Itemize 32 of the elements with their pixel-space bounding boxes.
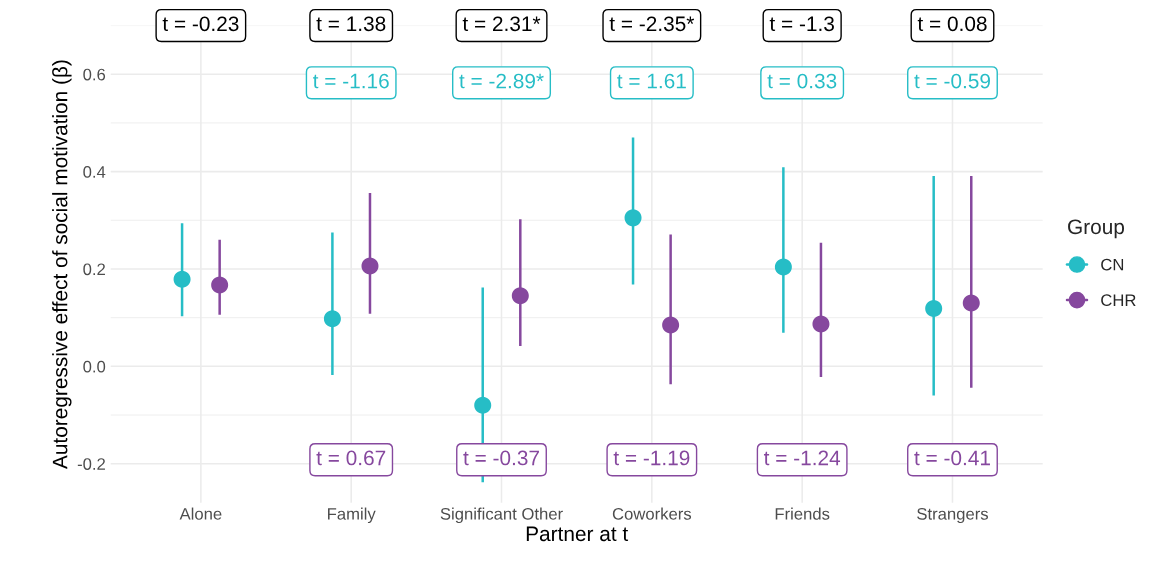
annotation: t = -0.59	[914, 73, 990, 89]
y-tick-label: 0.2	[83, 263, 105, 276]
y-tick-label: 0.4	[83, 166, 106, 178]
annotation: t = -1.16	[313, 73, 389, 89]
y-tick-label: -0.2	[77, 458, 105, 470]
x-tick-label: Friends	[775, 507, 830, 520]
annotation: t = -0.41	[914, 450, 990, 466]
annotation: t = 1.61	[617, 73, 686, 89]
annotation: t = -1.19	[613, 450, 690, 466]
text: t = 0.08	[917, 16, 987, 32]
y-axis-title: Autoregressive effect of social motivation (β)	[52, 60, 72, 470]
y-tick-label: 0.6	[83, 68, 106, 81]
x-tick-label: Alone	[179, 507, 222, 520]
x-tick-label: Family	[328, 507, 376, 524]
annotation: t = 0.33	[767, 73, 837, 89]
text: t = 1.38	[316, 16, 386, 32]
x-tick-label: Strangers	[917, 507, 989, 524]
text: t = -1.3	[769, 16, 834, 32]
text: t = 2.31*	[462, 16, 541, 32]
legend-label: CHR	[1101, 294, 1136, 307]
annotation: t = 0.67	[316, 450, 386, 466]
x-tick-label: Coworkers	[612, 507, 692, 520]
legend-title: Group	[1068, 219, 1125, 239]
y-tick-label: 0.0	[83, 360, 106, 373]
x-axis-title: Partner at t	[526, 526, 629, 542]
x-tick-label: Significant Other	[440, 507, 563, 524]
legend-label: CN	[1101, 258, 1124, 271]
text: t = -0.23	[162, 16, 239, 32]
annotation: t = -2.89*	[459, 73, 544, 89]
annotation: t = -0.37	[463, 450, 539, 466]
text: t = -2.35*	[609, 16, 695, 32]
annotation: t = -1.24	[763, 450, 841, 466]
